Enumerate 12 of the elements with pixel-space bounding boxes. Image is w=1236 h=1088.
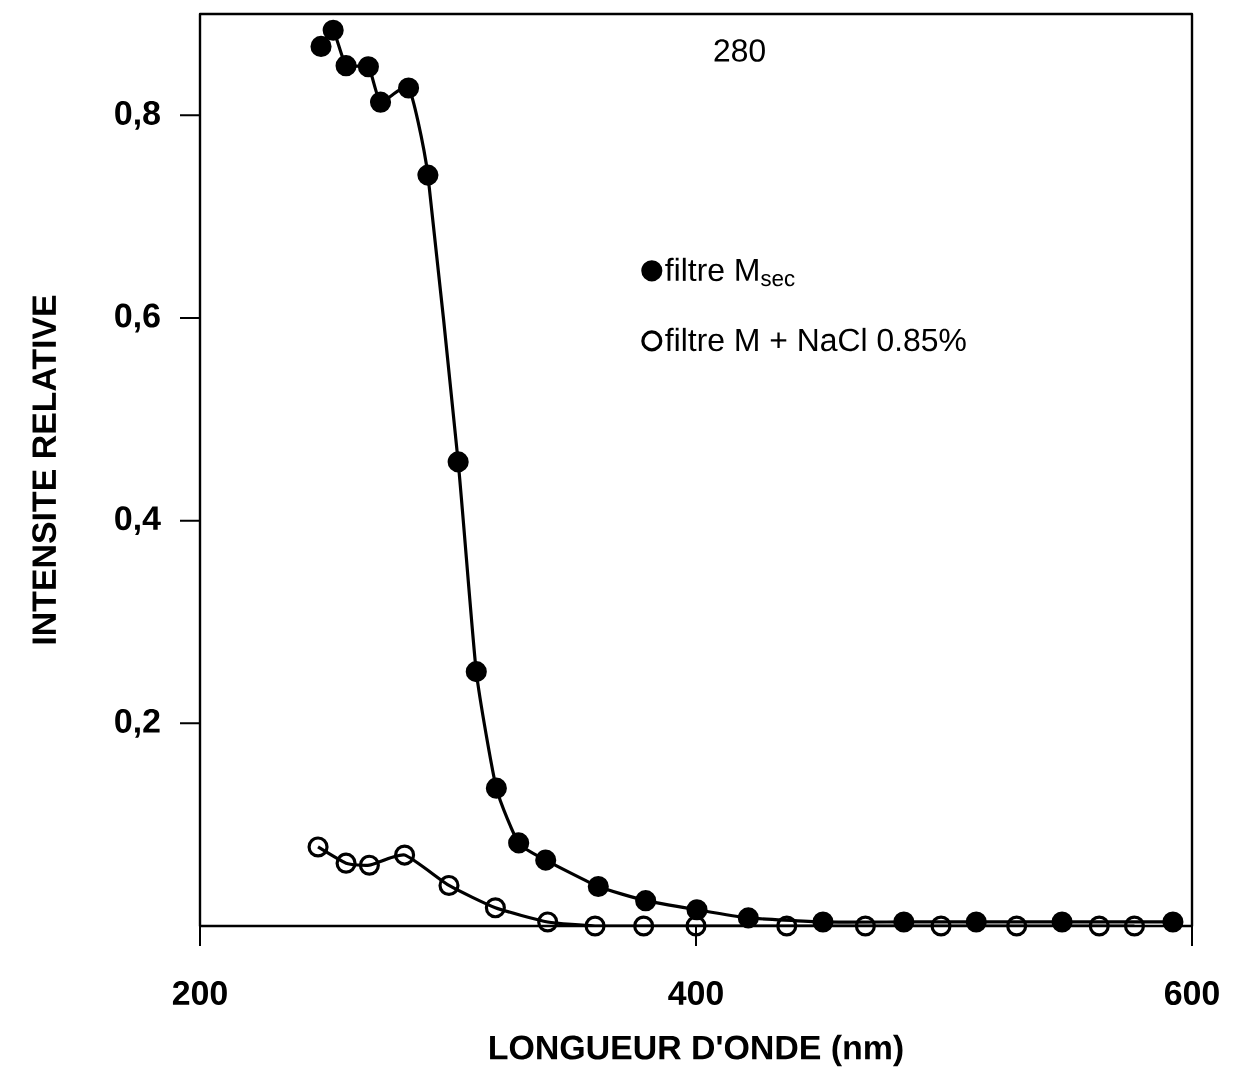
legend-label: filtre M$_{sec}$ (665, 257, 795, 287)
y-axis-title: INTENSITE RELATIVE (32, 295, 57, 644)
legend-label: filtre M + NaCl 0.85% (665, 327, 966, 352)
x-tick-label: 600 (1165, 981, 1219, 1006)
y-tick-label: 0,8 (115, 100, 160, 130)
x-tick-label: 400 (668, 981, 723, 1006)
y-tick-label: 0,2 (115, 708, 160, 738)
x-tick-label: 200 (172, 981, 227, 1006)
x-axis-title: LONGUEUR D'ONDE (nm) (490, 1034, 903, 1067)
annotation: 280 (714, 39, 765, 62)
y-tick-label: 0,6 (115, 303, 160, 333)
y-tick-label: 0,4 (115, 506, 161, 536)
